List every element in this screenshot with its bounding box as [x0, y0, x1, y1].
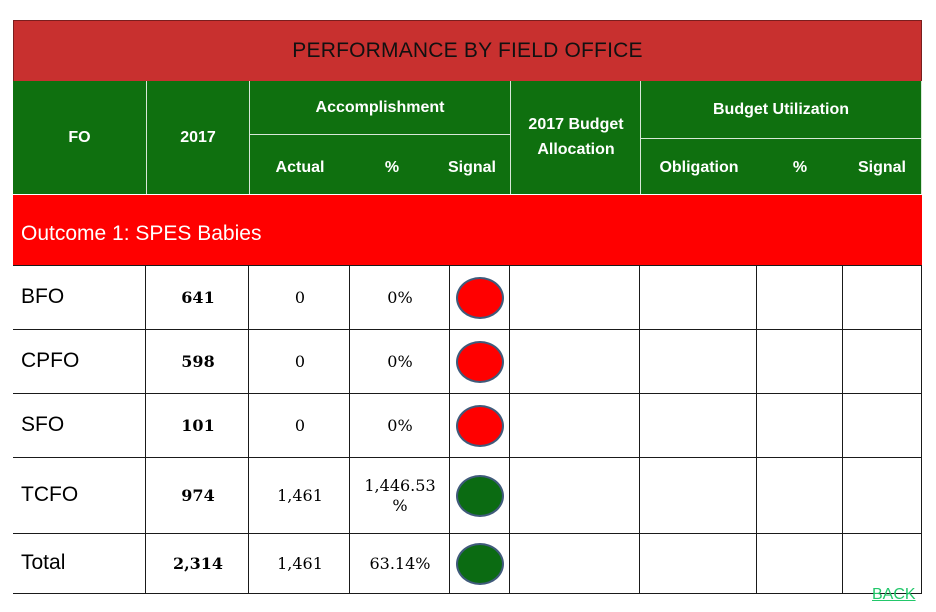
- row-percent: 0%: [387, 416, 413, 435]
- header-fo: FO: [68, 128, 91, 146]
- row-percent: 0%: [387, 287, 413, 307]
- row-fo: CPFO: [21, 349, 80, 372]
- table-row: BFO 641 0 0%: [13, 265, 922, 330]
- table-body: BFO 641 0 0% CPFO 598 0 0% SFO 101 0 0% TCFO 974 1,461…: [13, 265, 922, 594]
- header-actual: Actual: [275, 159, 325, 176]
- row-fo: SFO: [21, 413, 65, 436]
- header-budget-utilization: Budget Utilization: [713, 101, 849, 118]
- row-actual: 1,461: [277, 486, 323, 505]
- table-header: FO 2017 Accomplishment Actual % Signal 2…: [13, 81, 922, 194]
- header-percent: %: [384, 159, 400, 176]
- row-target: 598: [181, 352, 215, 371]
- header-bu-percent: %: [792, 159, 808, 176]
- back-link[interactable]: BACK: [872, 586, 916, 603]
- row-percent: 1,446.53 %: [364, 476, 436, 515]
- header-year: 2017: [180, 129, 216, 146]
- table-row: SFO 101 0 0%: [13, 394, 922, 458]
- red-signal-icon: [456, 276, 504, 319]
- row-percent: 0%: [387, 352, 413, 371]
- row-target: 641: [181, 287, 215, 307]
- table-row: TCFO 974 1,461 1,446.53 %: [13, 458, 922, 534]
- table-row: Total 2,314 1,461 63.14%: [13, 534, 922, 594]
- green-signal-icon: [456, 543, 504, 585]
- header-obligation: Obligation: [659, 159, 739, 176]
- header-budget-allocation: 2017 Budget Allocation: [528, 116, 624, 158]
- row-target: 2,314: [172, 554, 224, 573]
- row-target: 974: [181, 486, 215, 505]
- green-signal-icon: [456, 475, 504, 517]
- table-row: CPFO 598 0 0%: [13, 330, 922, 394]
- header-accomplishment: Accomplishment: [315, 99, 445, 116]
- row-percent: 63.14%: [369, 554, 431, 573]
- header-signal: Signal: [447, 159, 496, 176]
- performance-table: PERFORMANCE BY FIELD OFFICE FO 2017 Acco…: [13, 20, 922, 594]
- red-signal-icon: [456, 341, 504, 383]
- red-signal-icon: [456, 405, 504, 447]
- table-title: PERFORMANCE BY FIELD OFFICE: [13, 20, 922, 82]
- row-fo: TCFO: [21, 483, 79, 506]
- header-bu-signal: Signal: [857, 159, 906, 176]
- row-target: 101: [181, 416, 215, 435]
- row-actual: 1,461: [277, 554, 323, 573]
- row-actual: 0: [294, 352, 306, 371]
- row-actual: 0: [294, 287, 306, 307]
- outcome-label: Outcome 1: SPES Babies: [21, 222, 262, 245]
- row-fo: Total: [21, 551, 66, 574]
- row-actual: 0: [294, 416, 306, 435]
- row-fo: BFO: [21, 284, 65, 308]
- outcome-banner: Outcome 1: SPES Babies: [13, 195, 922, 265]
